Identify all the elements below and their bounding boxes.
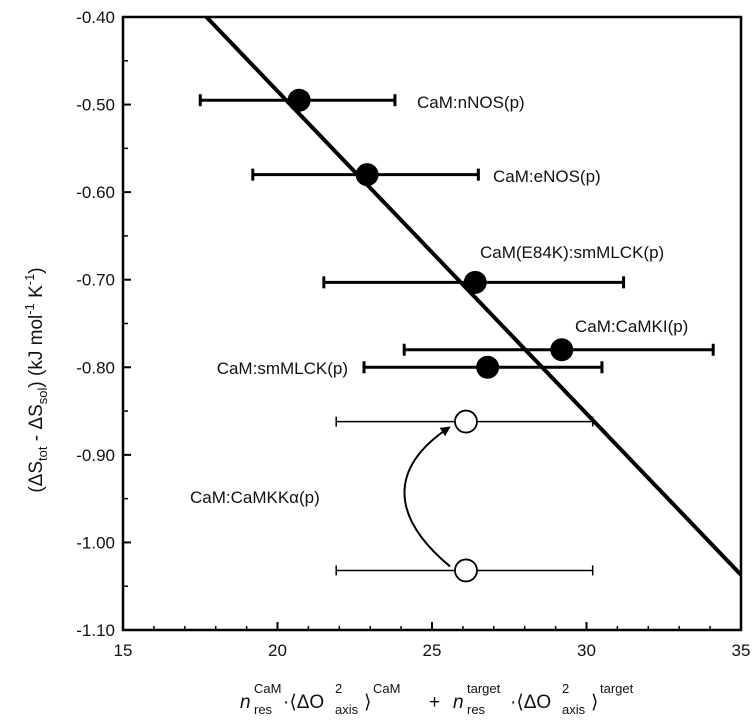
data-point-filled [550, 338, 574, 362]
svg-text:n: n [453, 692, 464, 713]
svg-text:⟩: ⟩ [364, 692, 371, 713]
svg-text:target: target [467, 681, 501, 696]
y-tick-label: -0.50 [76, 96, 115, 115]
svg-text:n: n [240, 692, 251, 713]
svg-text:target: target [600, 681, 634, 696]
x-tick-label: 30 [577, 641, 596, 660]
svg-text:·⟨ΔO: ·⟨ΔO [510, 692, 551, 713]
data-point-open [454, 558, 478, 583]
data-point-filled [463, 270, 487, 294]
svg-text:res: res [467, 702, 486, 717]
data-point-label: CaM:smMLCK(p) [217, 359, 348, 378]
y-tick-label: -1.00 [76, 533, 115, 552]
x-tick-label: 35 [732, 641, 751, 660]
y-tick-label: -0.70 [76, 271, 115, 290]
data-point-open [454, 409, 478, 434]
x-axis-title: n CaM res ·⟨ΔO 2 axis ⟩ CaM + n target r… [240, 681, 634, 717]
data-point-label: CaM:CaMKI(p) [575, 317, 688, 336]
svg-text:axis: axis [335, 702, 359, 717]
y-tick-label: -0.80 [76, 358, 115, 377]
svg-text:·⟨ΔO: ·⟨ΔO [283, 692, 324, 713]
x-tick-label: 25 [423, 641, 442, 660]
svg-text:res: res [254, 702, 273, 717]
data-point-filled [476, 355, 500, 379]
data-point-filled [287, 88, 311, 112]
svg-text:axis: axis [562, 702, 586, 717]
y-tick-label: -0.60 [76, 183, 115, 202]
open-point-label: CaM:CaMKKα(p) [190, 488, 320, 507]
y-tick-label: -0.90 [76, 446, 115, 465]
svg-text:2: 2 [562, 681, 569, 696]
y-tick-label: -1.10 [76, 621, 115, 640]
y-tick-label: -0.40 [76, 8, 115, 27]
x-tick-label: 20 [268, 641, 287, 660]
svg-text:⟩: ⟩ [591, 692, 598, 713]
svg-text:2: 2 [335, 681, 342, 696]
data-point-filled [355, 163, 379, 187]
data-point-label: CaM(E84K):smMLCK(p) [480, 243, 664, 262]
data-point-label: CaM:eNOS(p) [493, 167, 601, 186]
x-tick-label: 15 [114, 641, 133, 660]
transition-arrow [403, 426, 451, 568]
data-point-label: CaM:nNOS(p) [417, 93, 525, 112]
y-axis-title: (ΔStot - ΔSsol) (kJ mol-1 K-1) [22, 267, 50, 492]
svg-text:+: + [429, 692, 440, 713]
svg-text:CaM: CaM [373, 681, 400, 696]
svg-text:CaM: CaM [254, 681, 281, 696]
